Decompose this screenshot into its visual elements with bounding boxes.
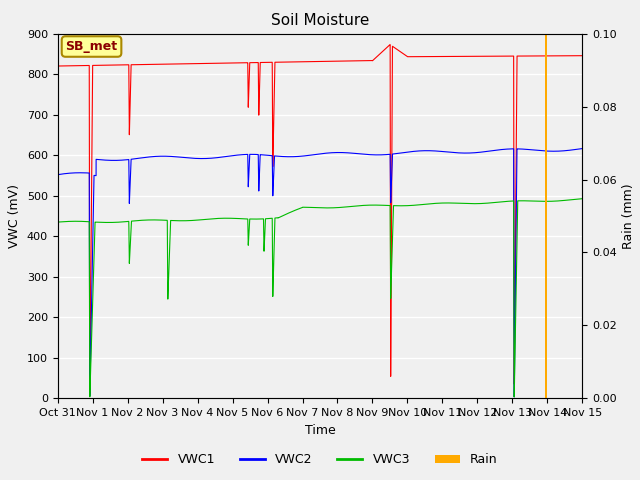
Y-axis label: Rain (mm): Rain (mm): [623, 183, 636, 249]
Title: Soil Moisture: Soil Moisture: [271, 13, 369, 28]
Y-axis label: VWC (mV): VWC (mV): [8, 184, 21, 248]
Legend: VWC1, VWC2, VWC3, Rain: VWC1, VWC2, VWC3, Rain: [138, 448, 502, 471]
Text: SB_met: SB_met: [65, 40, 118, 53]
X-axis label: Time: Time: [305, 424, 335, 437]
Bar: [545, 34, 547, 398]
